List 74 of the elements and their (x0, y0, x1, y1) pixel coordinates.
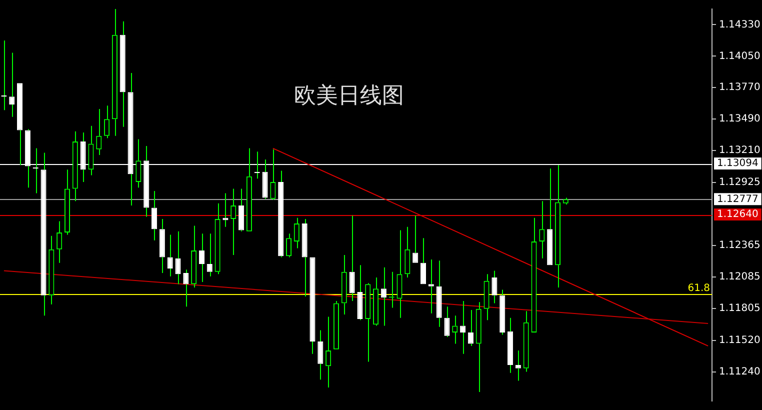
candlestick (444, 306, 450, 338)
candlestick (270, 148, 276, 200)
candlestick (373, 276, 379, 326)
candlestick (206, 233, 212, 277)
candlestick (191, 225, 197, 288)
candlestick (531, 217, 537, 332)
y-tick-label: 1.13210 (719, 145, 760, 156)
candlestick (341, 254, 347, 316)
candlestick (183, 269, 189, 308)
candlestick (112, 8, 118, 136)
candlestick (167, 234, 173, 277)
candlestick (96, 108, 102, 156)
candlestick (412, 215, 418, 263)
candlestick (214, 202, 220, 275)
candlestick (310, 257, 316, 354)
candlestick (436, 260, 442, 328)
candlestick (88, 125, 94, 176)
candlestick (238, 188, 244, 232)
candlestick (562, 197, 568, 205)
candlestick (9, 52, 15, 118)
y-tick-label: 1.12085 (719, 271, 760, 282)
candlestick (523, 310, 529, 372)
ref-line-label: 1.12777 (717, 194, 758, 205)
candlestick (476, 302, 482, 393)
candlestick (278, 170, 284, 258)
candlestick (56, 220, 62, 264)
candlestick (428, 258, 434, 314)
y-tick-label: 1.12925 (719, 177, 760, 188)
candlestick (152, 190, 158, 241)
text: 欧美日线图 (294, 84, 404, 109)
y-tick-label: 1.13490 (719, 114, 760, 125)
candlestick (286, 233, 292, 258)
candlestick (159, 218, 165, 274)
candlestick (136, 138, 142, 188)
annotation: 61.8 (688, 282, 710, 294)
candlestick (230, 188, 236, 256)
y-tick-label: 1.11240 (719, 366, 760, 378)
candlestick (357, 264, 363, 321)
y-tick-label: 1.14330 (719, 19, 760, 30)
candlestick (72, 130, 78, 202)
candlestick (294, 217, 300, 249)
candlestick (396, 230, 402, 318)
y-tick-label: 1.13770 (719, 82, 760, 94)
candlestick (539, 200, 545, 259)
candlestick (48, 235, 54, 305)
y-tick-label: 1.11805 (719, 302, 760, 314)
candlestick (492, 270, 498, 304)
candlestick (333, 300, 339, 350)
candlestick (120, 20, 126, 128)
candlestick (365, 282, 371, 362)
y-tick-label: 1.14050 (719, 50, 760, 62)
candlestick (326, 316, 332, 388)
candlestick (198, 233, 204, 282)
candlestick (468, 310, 474, 346)
y-tick-label: 1.11520 (719, 334, 760, 346)
candlestick (318, 330, 324, 380)
candlestick (484, 274, 490, 321)
candlestick (64, 169, 70, 236)
candlestick (349, 215, 355, 302)
candlestick (104, 105, 110, 139)
candlestick (515, 350, 521, 382)
candlestick (420, 238, 426, 284)
candlestick (380, 266, 386, 326)
y-tick-label: 1.12365 (719, 240, 760, 252)
candlestick (554, 164, 560, 288)
candlestick (508, 317, 514, 374)
candlestick (302, 218, 308, 298)
candlestick (246, 148, 252, 232)
candlestick (404, 226, 410, 278)
ref-line-label: 1.12640 (717, 209, 758, 220)
candlestick (175, 230, 181, 285)
candlestick (500, 289, 506, 336)
ref-line-label: 1.13094 (717, 158, 758, 170)
candlestick (547, 168, 553, 266)
